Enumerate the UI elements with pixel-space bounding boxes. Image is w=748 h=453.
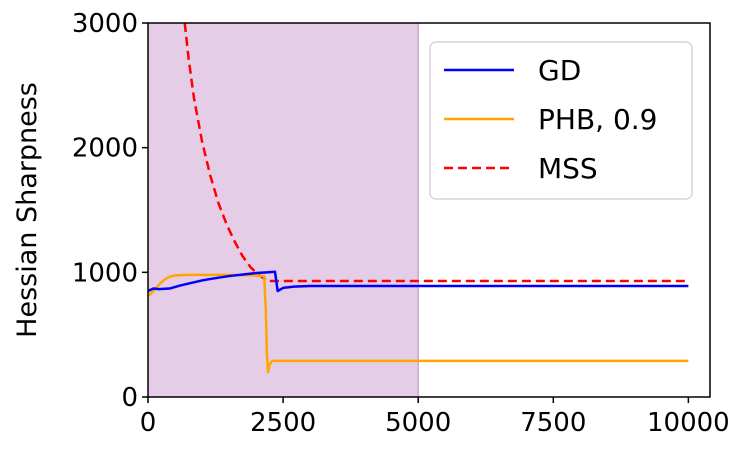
- y-axis-title: Hessian Sharpness: [12, 82, 43, 338]
- legend-label-phb: PHB, 0.9: [538, 103, 657, 136]
- y-tick-label: 1000: [72, 258, 138, 288]
- x-tick-label: 7500: [520, 408, 586, 438]
- series-line-gd: [148, 270, 689, 293]
- legend-box: [429, 41, 693, 200]
- y-tick-label: 3000: [72, 9, 138, 39]
- plot-frame: [147, 22, 711, 398]
- series-layer: [148, 23, 689, 374]
- legend-label-mss: MSS: [538, 152, 598, 185]
- x-tick-label: 10000: [647, 408, 730, 438]
- ticks-layer: 0 2500 5000 7500 10000 0 1000 2000 3000: [72, 9, 730, 438]
- legend-label-gd: GD: [538, 54, 581, 87]
- x-tick-label: 5000: [385, 408, 451, 438]
- y-tick-label: 2000: [72, 134, 138, 164]
- series-line-mss: [183, 23, 689, 283]
- y-tick-label: 0: [121, 383, 138, 413]
- shaded-region: [148, 23, 419, 397]
- legend: GD PHB, 0.9 MSS: [429, 41, 693, 200]
- series-line-phb-0-9: [148, 273, 689, 374]
- x-tick-label: 0: [140, 408, 157, 438]
- x-tick-label: 2500: [250, 408, 316, 438]
